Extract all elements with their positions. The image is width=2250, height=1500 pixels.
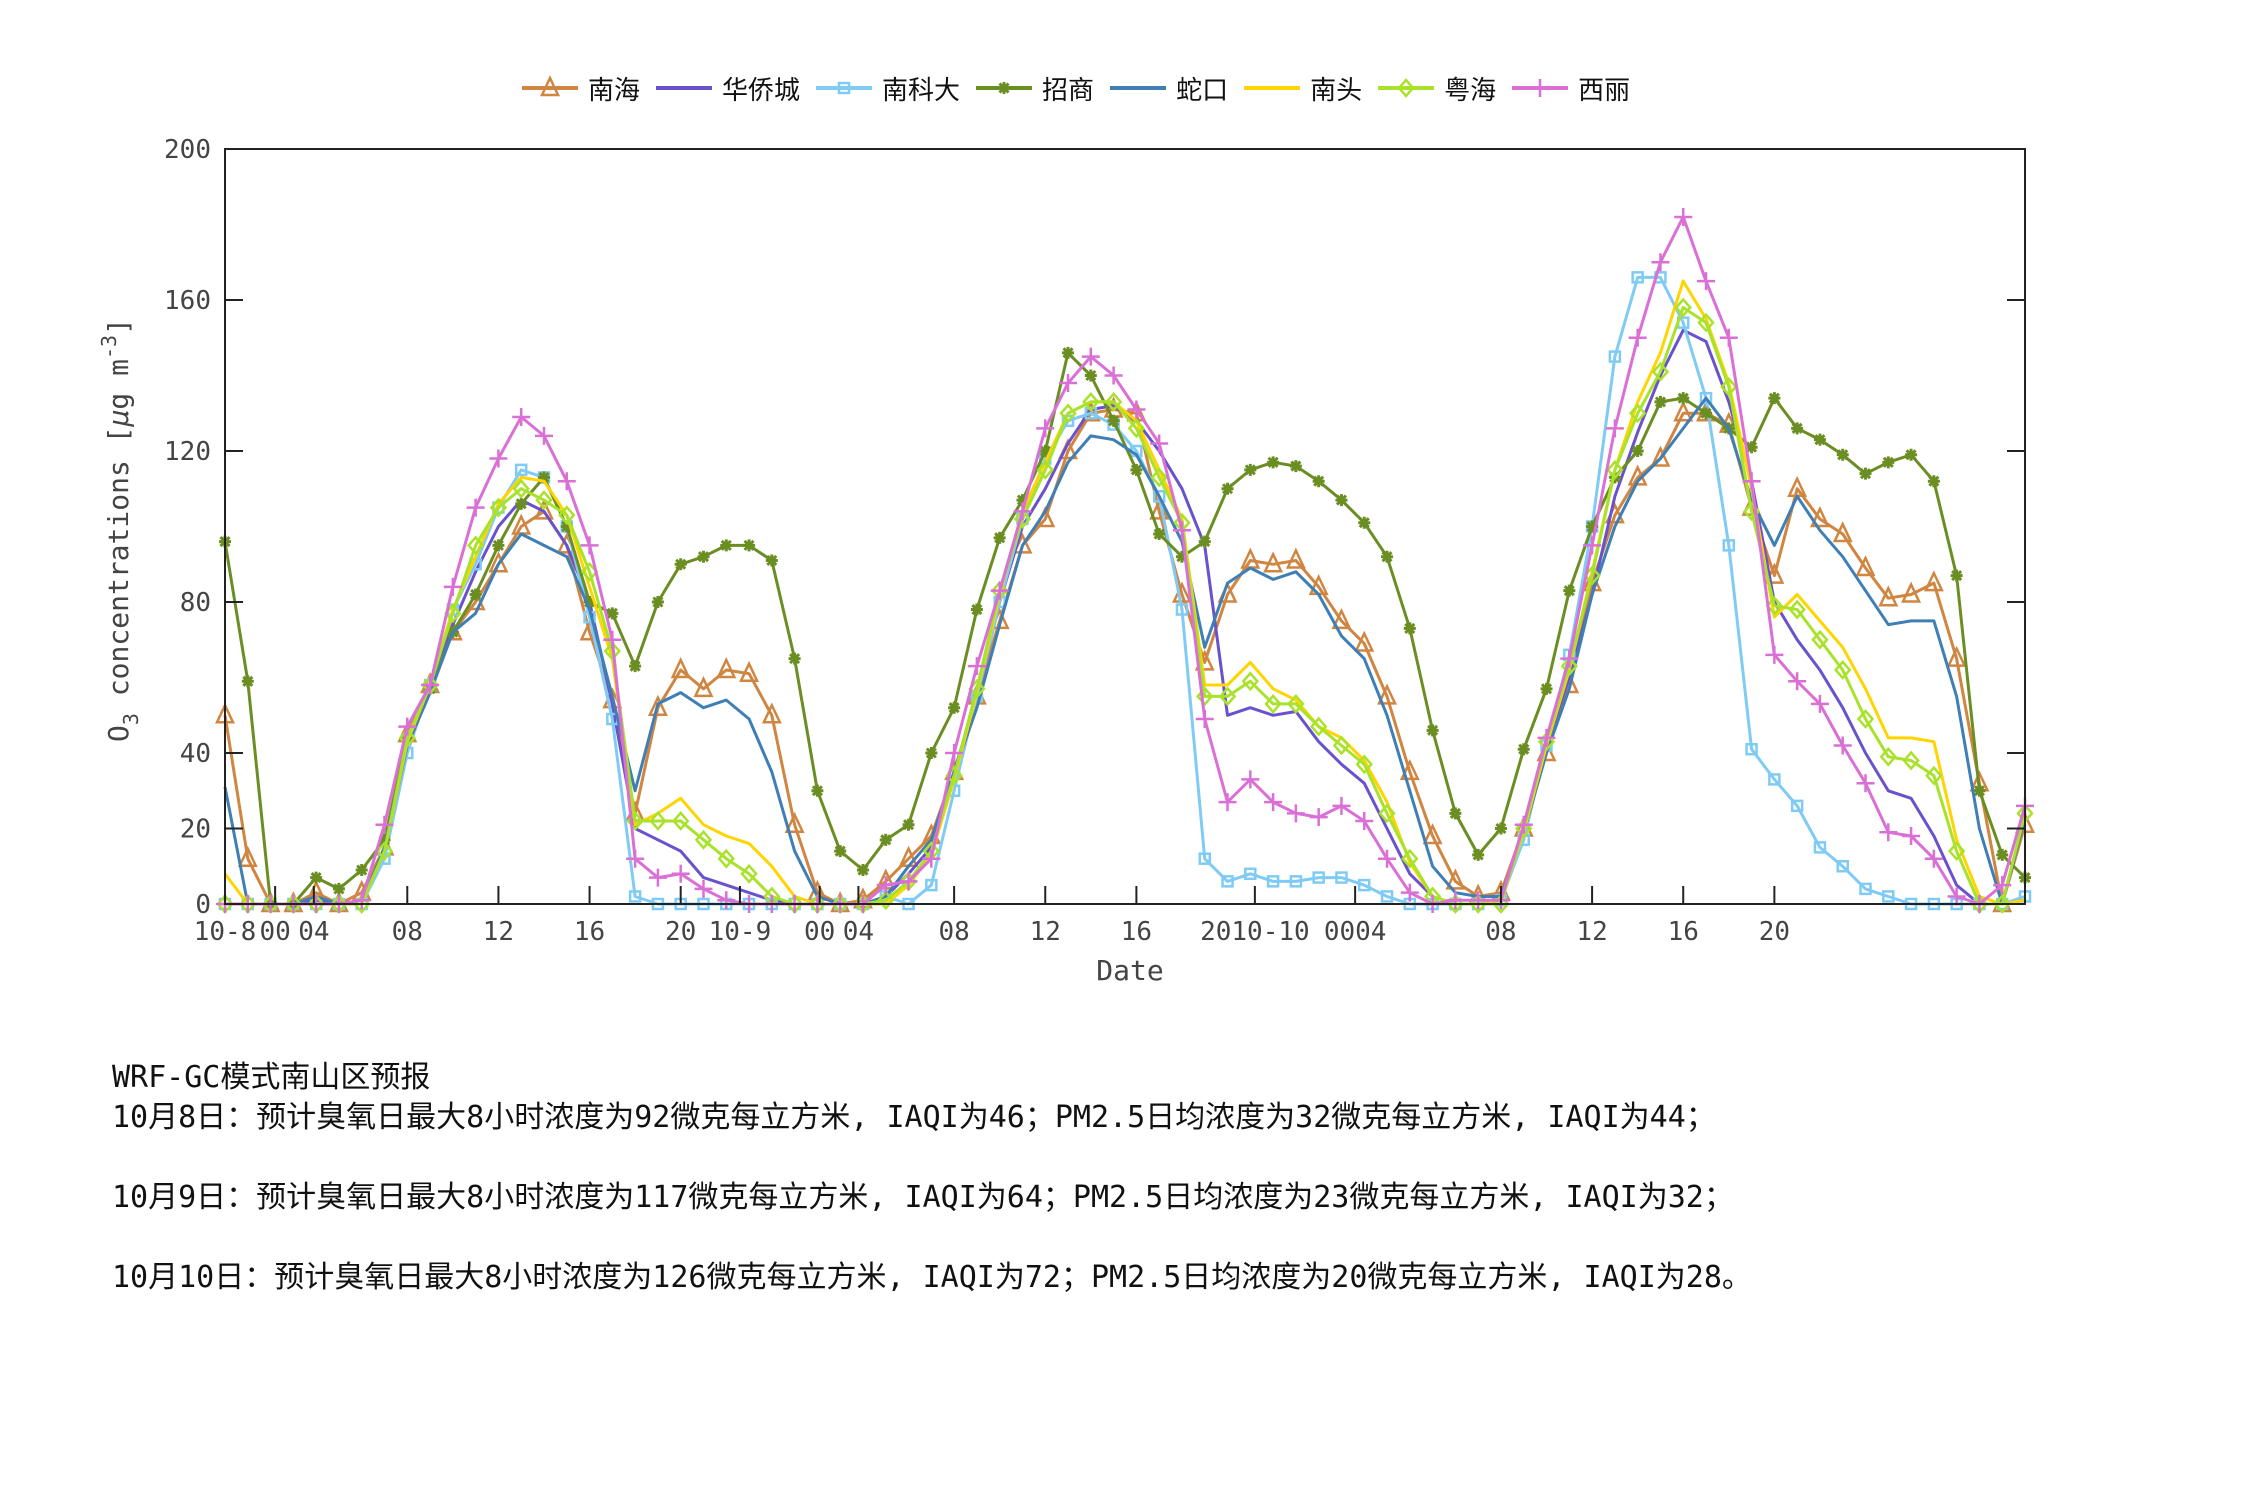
legend-swatch-icon [1378,78,1435,98]
plot-frame [224,148,2026,905]
legend-swatch-icon [656,86,713,90]
chart-legend: 南海 华侨城 南科大 招商 蛇口 南头 粤海 西丽 [520,68,1644,108]
x-axis: 10-8 00 04 08 12 16 20 10-9 00 04 08 12 16 2010-10 000… [194,886,1790,947]
forecast-line-oct9: 10月9日：预计臭氧日最大8小时浓度为117微克每立方米, IAQI为64；PM… [112,1180,1734,1215]
x-tick-label: 08 [938,917,969,947]
legend-item-2: 南科大 [814,70,960,107]
x-tick-label: 08 [392,917,423,947]
legend-swatch-icon [976,82,1033,94]
series-3 [219,346,2031,910]
legend-item-0: 南海 [520,70,640,107]
legend-swatch-icon [1512,79,1569,97]
x-tick-label: 20 [665,917,696,947]
forecast-line-oct10: 10月10日：预计臭氧日最大8小时浓度为126微克每立方米, IAQI为72；P… [112,1260,1752,1295]
x-tick-label: 08 [1485,917,1516,947]
x-tick-label: 10-8 [194,917,257,947]
x-tick-label: 16 [1668,917,1699,947]
y-tick-label: 0 [195,890,211,920]
x-tick-label: 04 [843,917,874,947]
x-tick-label: 2010-10 [1200,917,1310,947]
series-4 [223,396,2027,906]
legend-item-1: 华侨城 [654,70,800,107]
x-tick-label: 10-9 [709,917,772,947]
legend-swatch-icon [522,75,578,97]
y-tick-label: 80 [180,588,211,618]
legend-item-3: 招商 [974,70,1094,107]
x-tick-label: 16 [574,917,605,947]
x-tick-label: 12 [483,917,514,947]
forecast-title: WRF-GC模式南山区预报 [112,1060,431,1095]
forecast-line-oct8: 10月8日：预计臭氧日最大8小时浓度为92微克每立方米, IAQI为46；PM2… [112,1100,1716,1135]
legend-label: 西丽 [1578,75,1631,106]
plot-series [215,207,2035,914]
legend-label: 南头 [1310,75,1363,106]
y-tick-label: 120 [164,437,211,467]
legend-swatch-icon [1110,86,1167,90]
legend-item-5: 南头 [1242,70,1362,107]
legend-label: 粤海 [1444,75,1497,106]
legend-swatch-icon [816,81,873,95]
legend-swatch-icon [1244,86,1301,90]
legend-label: 招商 [1042,75,1095,106]
forecast-notes: WRF-GC模式南山区预报 10月8日：预计臭氧日最大8小时浓度为92微克每立方… [112,1058,1752,1298]
series-2 [218,271,2032,911]
x-axis-title: Date [1096,954,1163,987]
series-6 [216,297,2034,914]
y-tick-label: 160 [164,286,211,316]
y-tick-label: 20 [180,815,211,845]
legend-item-4: 蛇口 [1108,70,1228,107]
legend-item-6: 粤海 [1376,70,1496,107]
legend-label: 蛇口 [1176,75,1229,106]
legend-label: 南海 [588,75,641,106]
series-5 [223,279,2026,906]
legend-label: 华侨城 [722,75,801,106]
series-7 [216,207,2034,913]
y-axis: 0 20 40 80 120 160 200 [164,135,2025,920]
x-tick-label: 00 [259,917,290,947]
y-axis-title: O3 concentrations [μg m-3] [97,318,143,742]
x-tick-label: 12 [1030,917,1061,947]
x-tick-label: 00 [804,917,835,947]
x-tick-label: 0004 [1324,917,1387,947]
y-tick-label: 40 [180,739,211,769]
legend-item-7: 西丽 [1510,70,1630,107]
y-tick-label: 200 [164,135,211,165]
x-tick-label: 12 [1576,917,1607,947]
x-tick-label: 04 [298,917,329,947]
x-tick-label: 16 [1121,917,1152,947]
legend-label: 南科大 [882,75,961,106]
x-tick-label: 20 [1759,917,1790,947]
